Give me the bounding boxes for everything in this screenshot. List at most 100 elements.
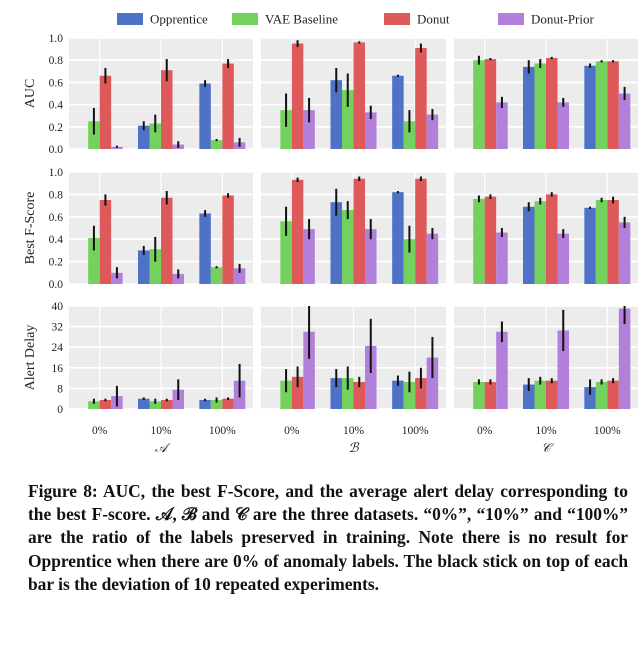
bar (280, 380, 292, 409)
y-tick-label: 0.0 (49, 144, 64, 156)
bar (303, 110, 315, 149)
y-tick-label: 0.6 (49, 77, 64, 89)
bar (365, 112, 377, 149)
y-tick-label: 0.6 (49, 212, 64, 224)
y-tick-label: 16 (52, 363, 64, 375)
bar (595, 61, 608, 150)
bar (557, 233, 569, 284)
panel (261, 171, 446, 285)
bar (618, 222, 631, 284)
bar (415, 378, 427, 409)
y-axis-label: AUC (23, 79, 38, 109)
dataset-label: ℬ (348, 440, 359, 455)
y-tick-label: 8 (57, 383, 63, 395)
x-tick-label: 10% (343, 425, 365, 437)
x-tick-label: 100% (209, 425, 236, 437)
bar (342, 378, 354, 409)
bar (415, 178, 427, 284)
bar (161, 70, 173, 149)
y-tick-label: 0.8 (49, 55, 64, 67)
bar (557, 330, 569, 409)
bar (523, 206, 535, 284)
y-tick-label: 1.0 (49, 167, 64, 179)
bar (484, 59, 497, 150)
y-tick-label: 0 (57, 404, 63, 416)
bar (291, 179, 304, 284)
y-tick-label: 32 (52, 322, 64, 334)
y-axis-label: Best F-Score (23, 192, 38, 265)
x-tick-label: 100% (594, 425, 621, 437)
bar (99, 75, 112, 149)
bar (330, 80, 342, 149)
bar (342, 210, 354, 284)
bar (595, 381, 608, 409)
y-tick-label: 24 (52, 342, 64, 354)
bar (353, 381, 365, 409)
legend-label: VAE Baseline (265, 12, 338, 27)
legend-label: Opprentice (150, 12, 208, 27)
bar (280, 221, 292, 284)
x-tick-label: 10% (535, 425, 557, 437)
bar (365, 229, 377, 284)
bar (88, 401, 100, 409)
panel (261, 37, 446, 150)
bar (473, 381, 485, 409)
bar (222, 63, 234, 149)
bar (233, 268, 246, 284)
y-tick-label: 0.2 (49, 122, 64, 134)
bar (496, 102, 508, 149)
y-tick-label: 40 (52, 301, 64, 313)
bar (149, 249, 161, 284)
bar (280, 110, 292, 149)
dataset-label: 𝒜 (155, 440, 171, 455)
bar (149, 401, 161, 409)
bar (303, 229, 315, 284)
bar (546, 57, 558, 150)
bar (138, 125, 150, 149)
bar (534, 380, 546, 409)
bar (210, 140, 223, 149)
legend: Opprentice VAE Baseline Donut Donut-Prior (117, 12, 595, 27)
bar (392, 192, 404, 284)
bar (584, 387, 596, 409)
panel (69, 171, 253, 285)
y-tick-label: 0.2 (49, 257, 64, 269)
bar (99, 200, 112, 284)
legend-label: Donut-Prior (531, 12, 595, 27)
bar (496, 232, 508, 284)
y-tick-label: 0.0 (49, 279, 64, 291)
bar (426, 357, 439, 409)
bar (353, 178, 365, 284)
x-tick-label: 100% (402, 425, 429, 437)
legend-swatch (117, 13, 143, 25)
bar (210, 399, 223, 409)
bar (534, 63, 546, 149)
bar (546, 194, 558, 284)
bar (595, 200, 608, 284)
bar (403, 121, 416, 149)
bar (403, 381, 416, 409)
bar (138, 250, 150, 284)
bar (392, 75, 404, 149)
panel (261, 305, 446, 410)
bar (353, 42, 365, 149)
bar (534, 201, 546, 284)
x-tick-label: 0% (477, 425, 493, 437)
x-tick-label: 10% (150, 425, 172, 437)
bar (199, 213, 211, 284)
bar (473, 60, 485, 150)
y-tick-label: 0.4 (49, 234, 64, 246)
bar (557, 102, 569, 149)
bar (303, 331, 315, 409)
bar (523, 384, 535, 409)
bar (342, 90, 354, 149)
bar (607, 380, 619, 409)
bar (584, 65, 596, 149)
panel (69, 305, 253, 410)
bar (172, 273, 184, 284)
bar (199, 399, 211, 409)
bar (496, 331, 508, 409)
bar (546, 380, 558, 409)
bar (330, 202, 342, 284)
y-tick-label: 1.0 (49, 33, 64, 45)
